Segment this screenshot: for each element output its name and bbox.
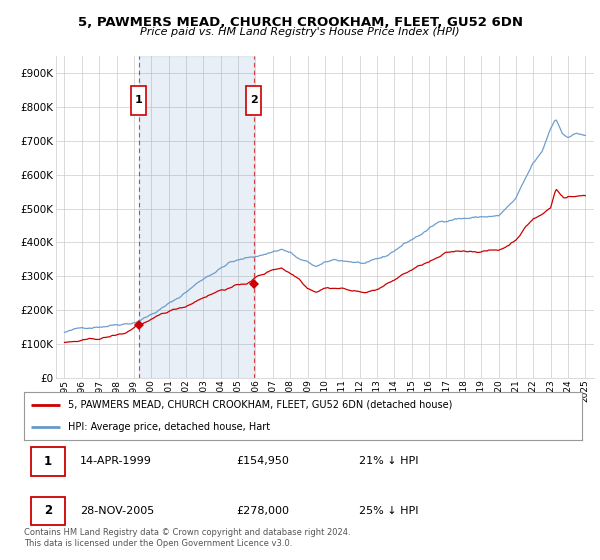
- FancyBboxPatch shape: [31, 497, 65, 525]
- Text: Price paid vs. HM Land Registry's House Price Index (HPI): Price paid vs. HM Land Registry's House …: [140, 27, 460, 37]
- Text: £278,000: £278,000: [236, 506, 289, 516]
- Text: 21% ↓ HPI: 21% ↓ HPI: [359, 456, 418, 466]
- FancyBboxPatch shape: [131, 86, 146, 115]
- FancyBboxPatch shape: [247, 86, 262, 115]
- Text: HPI: Average price, detached house, Hart: HPI: Average price, detached house, Hart: [68, 422, 269, 432]
- Text: £154,950: £154,950: [236, 456, 289, 466]
- Text: 5, PAWMERS MEAD, CHURCH CROOKHAM, FLEET, GU52 6DN: 5, PAWMERS MEAD, CHURCH CROOKHAM, FLEET,…: [77, 16, 523, 29]
- Text: 28-NOV-2005: 28-NOV-2005: [80, 506, 154, 516]
- Text: Contains HM Land Registry data © Crown copyright and database right 2024.
This d: Contains HM Land Registry data © Crown c…: [24, 528, 350, 548]
- Text: 25% ↓ HPI: 25% ↓ HPI: [359, 506, 418, 516]
- FancyBboxPatch shape: [31, 447, 65, 476]
- Bar: [139, 56, 254, 378]
- Text: 1: 1: [44, 455, 52, 468]
- Text: 1: 1: [135, 95, 143, 105]
- Text: 5, PAWMERS MEAD, CHURCH CROOKHAM, FLEET, GU52 6DN (detached house): 5, PAWMERS MEAD, CHURCH CROOKHAM, FLEET,…: [68, 400, 452, 410]
- Text: 14-APR-1999: 14-APR-1999: [80, 456, 152, 466]
- Text: 2: 2: [44, 505, 52, 517]
- Text: 2: 2: [250, 95, 258, 105]
